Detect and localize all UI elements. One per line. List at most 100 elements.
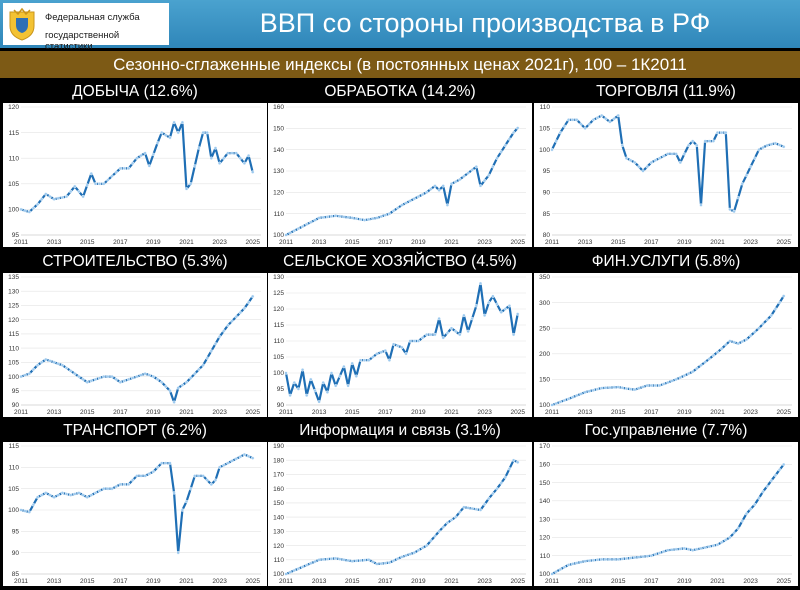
y-tick-label: 85 xyxy=(12,571,20,578)
data-point xyxy=(633,555,637,560)
data-point xyxy=(102,374,106,379)
data-point xyxy=(773,141,778,145)
data-point xyxy=(487,173,491,178)
data-point xyxy=(230,319,234,323)
x-tick-label: 2015 xyxy=(345,239,360,246)
data-point xyxy=(732,531,736,535)
data-point xyxy=(666,548,670,552)
data-point xyxy=(288,393,292,398)
data-point xyxy=(575,118,579,122)
data-point xyxy=(338,214,342,219)
x-tick-label: 2019 xyxy=(411,409,426,416)
data-point xyxy=(114,484,118,489)
data-point xyxy=(81,493,85,497)
data-point xyxy=(197,367,201,372)
data-point xyxy=(151,152,156,157)
data-point xyxy=(77,374,81,379)
x-tick-label: 2025 xyxy=(245,409,260,416)
x-tick-label: 2025 xyxy=(776,239,791,246)
y-tick-label: 170 xyxy=(273,472,284,479)
data-point xyxy=(338,374,342,378)
data-point xyxy=(408,199,412,203)
rosstat-logo: Федеральная служба государственной стати… xyxy=(3,3,169,52)
x-tick-label: 2019 xyxy=(677,578,692,585)
data-point xyxy=(466,329,470,334)
data-point xyxy=(699,546,703,551)
data-point xyxy=(118,166,123,171)
y-tick-label: 95 xyxy=(12,529,20,536)
data-point xyxy=(362,218,367,222)
data-point xyxy=(300,224,305,229)
data-point xyxy=(284,371,288,375)
data-point xyxy=(761,322,765,326)
y-tick-label: 115 xyxy=(9,331,20,338)
data-point xyxy=(250,170,255,174)
data-point xyxy=(657,551,662,555)
data-point xyxy=(628,556,633,560)
data-point xyxy=(375,562,379,566)
data-point xyxy=(487,496,491,501)
data-point xyxy=(641,554,645,559)
data-point xyxy=(44,357,48,362)
data-point xyxy=(234,457,238,461)
chart-panel: СТРОИТЕЛЬСТВО (5.3%) 90 95 100 105 110 115 120 1… xyxy=(3,251,267,421)
data-point xyxy=(350,216,354,220)
data-point xyxy=(653,158,658,162)
data-point xyxy=(143,474,147,478)
data-point xyxy=(52,495,56,499)
y-tick-label: 170 xyxy=(539,443,550,450)
data-point xyxy=(491,294,495,298)
data-point xyxy=(495,302,499,306)
data-point xyxy=(404,553,408,558)
data-point xyxy=(420,336,425,340)
data-point xyxy=(478,281,483,286)
data-point xyxy=(93,377,98,382)
data-point xyxy=(682,546,687,551)
data-point xyxy=(653,383,658,388)
data-point xyxy=(139,153,143,158)
data-point xyxy=(670,379,674,383)
chart-panel: ДОБЫЧА (12.6%) 95 100 105 110 115 120 2011 2013 2… xyxy=(3,81,267,251)
data-point xyxy=(554,401,558,406)
data-point xyxy=(358,217,363,222)
data-point xyxy=(608,120,612,124)
data-point xyxy=(777,468,782,472)
x-tick-label: 2011 xyxy=(14,239,28,246)
x-tick-label: 2025 xyxy=(776,578,791,585)
data-point xyxy=(168,461,172,465)
data-point xyxy=(769,142,774,146)
data-point xyxy=(474,507,479,512)
x-tick-label: 2015 xyxy=(345,578,360,585)
data-point xyxy=(715,130,720,135)
data-point xyxy=(599,557,604,562)
chart-title: Гос.управление (7.7%) xyxy=(584,422,748,439)
data-point xyxy=(441,525,445,529)
data-point xyxy=(587,389,591,393)
data-point xyxy=(242,452,247,457)
x-tick-label: 2021 xyxy=(444,409,459,416)
chart-panel: ОБРАБОТКА (14.2%) 100 110 120 130 140 150 160 20… xyxy=(268,81,532,251)
x-tick-label: 2019 xyxy=(411,578,426,585)
data-point xyxy=(579,122,583,126)
data-point xyxy=(583,390,587,394)
data-point xyxy=(387,560,392,565)
x-tick-label: 2013 xyxy=(312,578,327,585)
header-bar: Федеральная служба государственной стати… xyxy=(0,0,800,52)
data-point xyxy=(68,493,73,497)
data-point xyxy=(325,390,330,394)
y-tick-label: 120 xyxy=(273,190,284,197)
data-point xyxy=(313,388,317,393)
data-point xyxy=(661,549,666,554)
y-tick-label: 110 xyxy=(540,553,551,560)
data-point xyxy=(466,171,470,175)
data-point xyxy=(379,350,383,354)
data-point xyxy=(678,547,683,551)
data-point xyxy=(159,380,164,384)
data-point xyxy=(375,352,379,356)
data-point xyxy=(420,192,425,197)
data-point xyxy=(89,379,94,383)
x-tick-label: 2019 xyxy=(411,239,426,246)
data-point xyxy=(433,184,437,188)
data-point xyxy=(73,371,77,376)
y-tick-label: 90 xyxy=(543,190,551,197)
